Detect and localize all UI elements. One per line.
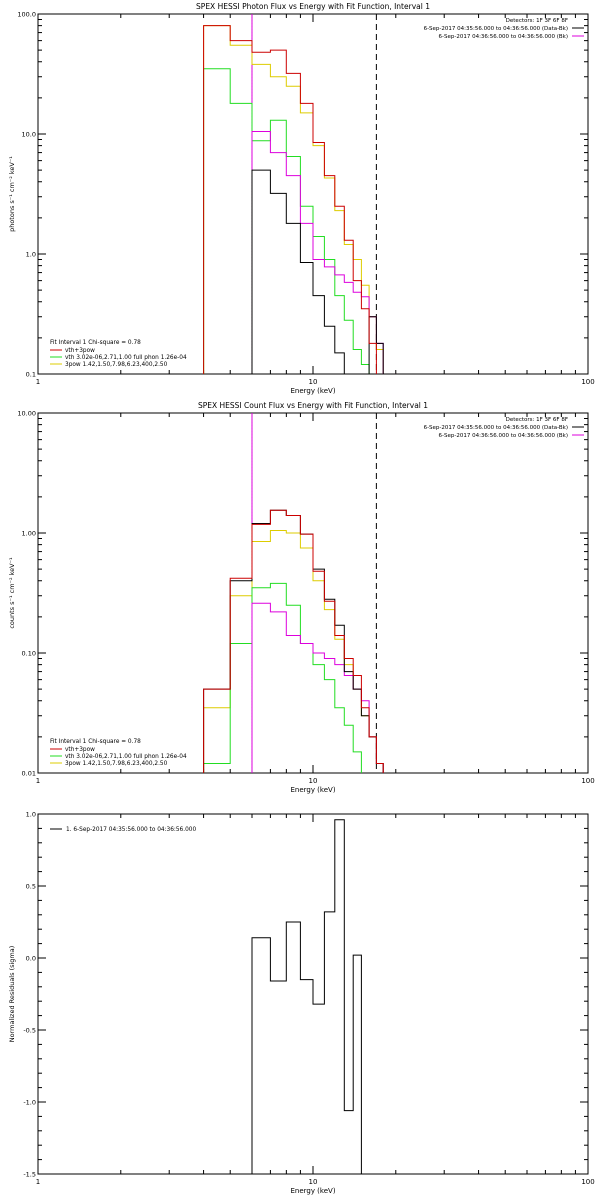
legend-label: vth+3pow [65, 348, 95, 354]
x-tick-label: 100 [581, 777, 594, 785]
y-tick-label: -1.0 [23, 1099, 36, 1107]
chart-title: SPEX HESSI Photon Flux vs Energy with Fi… [196, 2, 430, 11]
y-tick-label: -0.5 [23, 1027, 36, 1035]
legend-label: vth 3.02e-06,2.71,1.00 full phon 1.26e-0… [65, 754, 187, 760]
header-line: 6-Sep-2017 04:35:56.000 to 04:36:56.000 … [424, 425, 568, 431]
legend-label: vth 3.02e-06,2.71,1.00 full phon 1.26e-0… [65, 355, 187, 361]
x-tick-label: 10 [309, 1178, 318, 1186]
x-tick-label: 1 [36, 777, 40, 785]
x-tick-label: 100 [581, 1178, 594, 1186]
count-flux-panel: 1 10 100 Energy (keV) 0.01 0.10 1.00 10.00 count… [8, 401, 595, 794]
y-tick-label: 10.0 [22, 131, 36, 139]
series-red-histogram [203, 25, 377, 374]
y-tick-label: 0.01 [22, 770, 36, 778]
y-tick-label: 0.10 [22, 650, 36, 658]
series-magenta-histogram [251, 602, 384, 773]
axes-frame [37, 13, 589, 375]
series-black-histogram [251, 819, 377, 1174]
legend-label: 1. 6-Sep-2017 04:35:56.000 to 04:36:56.0… [66, 827, 196, 833]
y-tick-label: 100.0 [17, 11, 36, 19]
y-tick-label: 0.0 [26, 955, 36, 963]
x-tick-label: 1 [36, 378, 40, 386]
series-green-histogram [203, 68, 370, 374]
y-axis-label: Normalized Residuals (sigma) [8, 946, 16, 1043]
y-tick-label: 0.1 [26, 371, 36, 379]
header-line: 6-Sep-2017 04:36:56.000 to 04:36:56.000 … [439, 433, 569, 439]
series-yellow-histogram [203, 25, 396, 374]
x-tick-label: 1 [36, 1178, 40, 1186]
photon-flux-panel: 1 10 100 Energy (keV) 0.1 1.0 10.0 100.0 photons… [8, 2, 595, 395]
chart-title: SPEX HESSI Count Flux vs Energy with Fit… [198, 401, 428, 410]
y-tick-label: 0.5 [26, 883, 36, 891]
y-tick-label: 1.0 [26, 251, 36, 259]
header-line: Detectors: 1F 3F 6F 8F [506, 417, 568, 423]
x-tick-label: 100 [581, 378, 594, 386]
legend-label: 3pow 1.42,1.50,7.98,6.23,400,2.50 [65, 362, 168, 368]
legend-label: 3pow 1.42,1.50,7.98,6.23,400,2.50 [65, 761, 168, 767]
y-tick-label: 1.0 [26, 811, 36, 819]
header-line: 6-Sep-2017 04:36:56.000 to 04:36:56.000 … [439, 34, 569, 40]
axes-frame [37, 412, 589, 774]
x-tick-label: 10 [309, 777, 318, 785]
y-tick-label: -1.5 [23, 1171, 36, 1179]
y-axis-label: photons s⁻¹ cm⁻² keV⁻¹ [8, 156, 16, 232]
y-tick-label: 10.00 [17, 410, 36, 418]
header-line: Detectors: 1F 3F 6F 8F [506, 18, 568, 24]
series-red-histogram [203, 509, 384, 773]
y-tick-label: 1.00 [22, 530, 36, 538]
series-black-histogram [251, 169, 396, 374]
x-tick-label: 10 [309, 378, 318, 386]
legend-title: Fit Interval 1 Chi-square = 0.78 [50, 340, 141, 346]
x-axis-label: Energy (keV) [290, 1187, 335, 1195]
header-line: 6-Sep-2017 04:35:56.000 to 04:36:56.000 … [424, 26, 568, 32]
y-axis-label: counts s⁻¹ cm⁻² keV⁻¹ [8, 557, 16, 629]
x-axis-label: Energy (keV) [290, 387, 335, 395]
legend-title: Fit Interval 1 Chi-square = 0.78 [50, 739, 141, 745]
x-axis-label: Energy (keV) [290, 786, 335, 794]
legend-label: vth+3pow [65, 747, 95, 753]
residuals-panel: 1 10 100 Energy (keV) -1.5 -1.0 -0.5 0.0 0.5 1.0 N… [8, 811, 595, 1196]
